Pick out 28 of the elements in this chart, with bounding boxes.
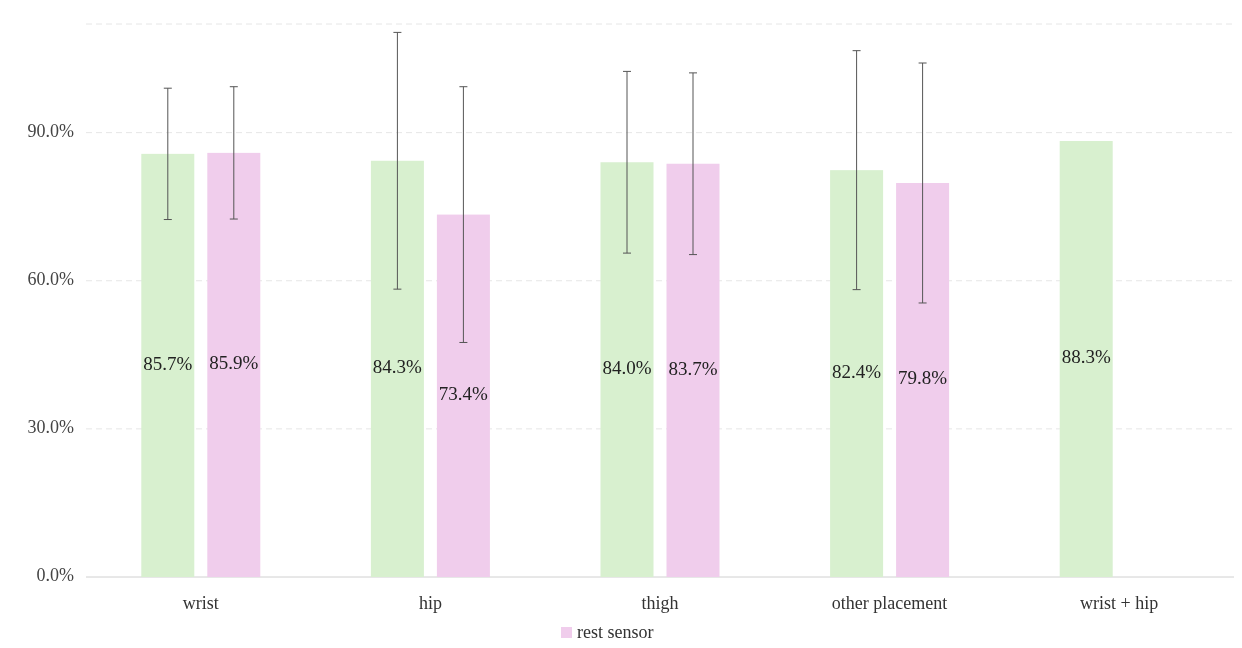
- y-tick-label: 0.0%: [36, 565, 74, 586]
- bar: [370, 160, 424, 577]
- x-tick-label: hip: [418, 593, 442, 613]
- data-label: 79.8%: [898, 367, 948, 389]
- x-tick-label: wrist + hip: [1080, 593, 1159, 613]
- y-tick-label: 30.0%: [27, 417, 74, 437]
- bar: [1059, 141, 1113, 577]
- data-label: 85.7%: [143, 352, 193, 374]
- data-label: 73.4%: [438, 383, 489, 405]
- bar: [666, 163, 720, 577]
- bar: [600, 162, 654, 577]
- bar: [141, 153, 195, 577]
- x-tick-label: other placement: [831, 593, 948, 613]
- y-tick-label: 60.0%: [27, 268, 74, 289]
- bar: [830, 170, 884, 577]
- data-label: 84.0%: [602, 356, 652, 378]
- y-tick-label: 90.0%: [27, 120, 74, 141]
- legend-label: rest sensor: [577, 622, 654, 642]
- x-tick-label: wrist: [182, 593, 219, 613]
- bar: [207, 152, 261, 577]
- x-tick-label: thigh: [641, 593, 679, 613]
- bar: [896, 182, 950, 577]
- data-label: 82.4%: [832, 360, 882, 382]
- data-label: 85.9%: [209, 352, 259, 374]
- data-label: 83.7%: [668, 357, 718, 379]
- data-label: 84.3%: [372, 356, 423, 378]
- data-label: 88.3%: [1061, 346, 1111, 368]
- bar: [436, 214, 490, 577]
